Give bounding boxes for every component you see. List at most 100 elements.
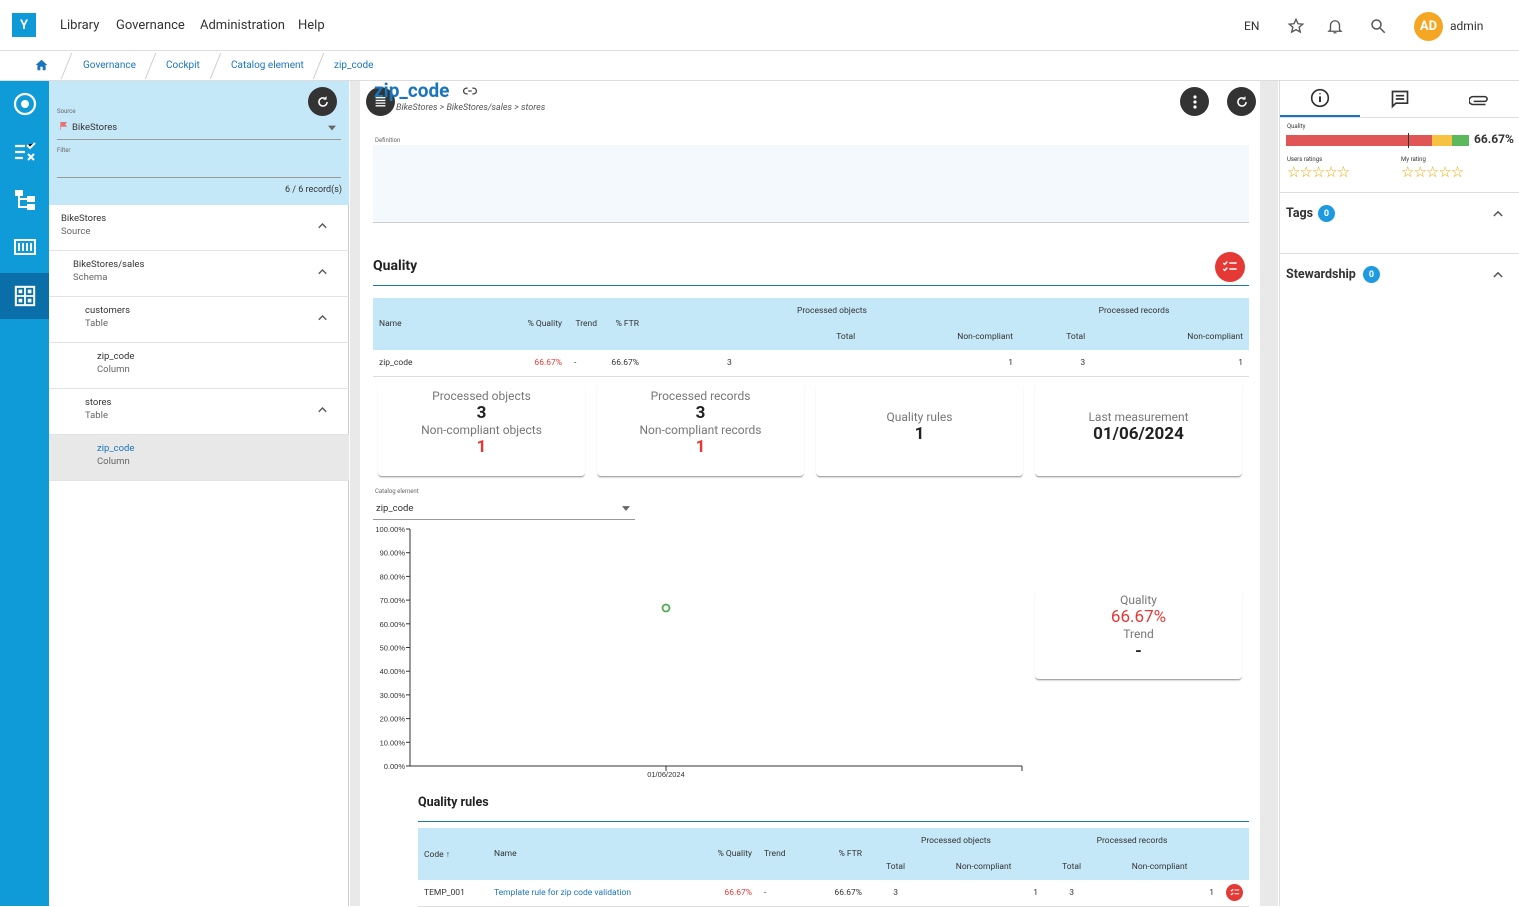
col-rec-nc[interactable]: Non-compliant (1091, 324, 1249, 350)
dropdown-arrow-icon[interactable] (328, 125, 336, 131)
cell-rule-name-link[interactable]: Template rule for zip code validation (488, 880, 668, 907)
definition-field[interactable] (373, 145, 1249, 223)
card-label: Last measurement (1088, 410, 1189, 424)
refresh-tree-button[interactable] (308, 87, 337, 116)
col-obj-total[interactable]: Total (645, 324, 862, 350)
cell-rec-nc: 1 (1099, 880, 1220, 907)
gauge-yellow-zone (1432, 135, 1452, 146)
breadcrumb-cockpit[interactable]: Cockpit (166, 60, 200, 71)
bell-icon[interactable] (1326, 17, 1344, 35)
card-value: 3 (695, 403, 706, 423)
y-tick-label: 0.00% (384, 762, 406, 771)
tree-item-customers[interactable]: customers Table (49, 297, 349, 343)
breadcrumb-catalog-element[interactable]: Catalog element (231, 60, 304, 71)
filter-input[interactable] (57, 177, 341, 178)
data-point (661, 603, 671, 613)
cell-ftr: 66.67% (603, 350, 645, 377)
table-row[interactable]: zip_code 66.67% - 66.67% 3 1 3 1 (373, 350, 1249, 377)
target-icon (13, 92, 36, 116)
refresh-icon (317, 95, 328, 107)
processed-objects-card: Processed objects 3 Non-compliant object… (378, 385, 585, 477)
chevron-up-icon[interactable] (318, 313, 327, 322)
breadcrumb-governance[interactable]: Governance (83, 60, 136, 71)
col-trend[interactable]: Trend (568, 298, 603, 350)
sort-up-icon[interactable]: ↑ (445, 849, 451, 860)
tree-item-schema[interactable]: BikeStores/sales Schema (49, 251, 349, 297)
tags-title[interactable]: Tags (1286, 206, 1314, 221)
tree-item-stores-zip-code-selected[interactable]: zip_code Column (49, 435, 349, 481)
chevron-up-icon[interactable] (318, 405, 327, 414)
y-tick-label: 100.00% (375, 525, 405, 534)
y-tick-label: 60.00% (380, 620, 406, 629)
hierarchy-icon (14, 190, 35, 210)
search-icon[interactable] (1369, 17, 1387, 35)
refresh-button[interactable] (1227, 87, 1256, 116)
home-icon[interactable] (34, 58, 49, 72)
avatar[interactable]: AD (1414, 12, 1443, 41)
tree-item-type: Source (61, 226, 91, 237)
col-name[interactable]: Name (488, 828, 668, 880)
col-rec-total[interactable]: Total (1018, 324, 1092, 350)
catalog-element-select[interactable]: zip_code (376, 503, 414, 514)
tab-info[interactable] (1280, 81, 1360, 117)
col-ftr[interactable]: % FTR (603, 298, 645, 350)
source-select[interactable]: BikeStores (72, 122, 118, 133)
quality-section-title: Quality (373, 258, 418, 274)
dropdown-arrow-icon[interactable] (622, 506, 630, 511)
chevron-up-icon[interactable] (318, 267, 327, 276)
user-name[interactable]: admin (1450, 19, 1484, 33)
quality-trend-chart: 100.00% 90.00% 80.00% 70.00% 60.00% 50.00% 40.… (375, 525, 1023, 779)
tab-comments[interactable] (1360, 81, 1440, 117)
rail-cockpit[interactable] (0, 81, 49, 127)
chevron-up-icon[interactable] (318, 221, 327, 230)
table-row[interactable]: TEMP_001 Template rule for zip code vali… (418, 880, 1249, 907)
col-pct-quality[interactable]: % Quality (483, 298, 568, 350)
app-logo[interactable]: Y (12, 13, 36, 37)
col-processed-objects: Processed objects (645, 298, 1019, 324)
menu-library[interactable]: Library (60, 18, 100, 33)
tab-attachments[interactable] (1440, 81, 1519, 117)
col-rec-total[interactable]: Total (1043, 854, 1100, 880)
col-ftr[interactable]: % FTR (798, 828, 868, 880)
tree-item-source[interactable]: BikeStores Source (49, 205, 349, 251)
language-selector[interactable]: EN (1244, 19, 1260, 33)
tree-item-customers-zip-code[interactable]: zip_code Column (49, 343, 349, 389)
more-options-button[interactable] (1180, 87, 1209, 116)
grid-icon (14, 285, 35, 307)
y-tick-label: 50.00% (380, 644, 406, 653)
chevron-up-icon[interactable] (1493, 210, 1503, 217)
col-rec-nc[interactable]: Non-compliant (1099, 854, 1220, 880)
rail-catalog[interactable] (0, 273, 49, 319)
rail-lineage[interactable] (0, 176, 49, 222)
col-code[interactable]: Code ↑ (418, 828, 488, 880)
chevron-up-icon[interactable] (1493, 271, 1503, 278)
card-value: 66.67% (1110, 607, 1167, 627)
menu-administration[interactable]: Administration (200, 18, 285, 33)
tree-panel: Source BikeStores Filter 6 / 6 record(s)… (49, 81, 349, 906)
rail-datasets[interactable] (0, 224, 49, 270)
col-trend[interactable]: Trend (758, 828, 798, 880)
col-obj-nc[interactable]: Non-compliant (861, 324, 1019, 350)
star-icon[interactable] (1287, 17, 1305, 35)
rail-rules[interactable] (0, 129, 49, 175)
checklist-icon (1222, 261, 1237, 272)
source-flag-icon (60, 121, 68, 131)
col-name[interactable]: Name (373, 298, 483, 350)
menu-governance[interactable]: Governance (116, 18, 185, 33)
rules-table: Code ↑ Name % Quality Trend % FTR Proces… (418, 828, 1249, 907)
col-obj-nc[interactable]: Non-compliant (923, 854, 1044, 880)
breadcrumb-zip-code[interactable]: zip_code (334, 60, 374, 71)
stewardship-title[interactable]: Stewardship (1286, 267, 1356, 282)
list-icon (375, 97, 386, 107)
rule-details-button[interactable] (1226, 884, 1243, 902)
y-tick-label: 20.00% (380, 715, 406, 724)
col-pct-quality[interactable]: % Quality (668, 828, 758, 880)
definition-label: Definition (375, 137, 401, 144)
quality-rules-button[interactable] (1215, 252, 1245, 282)
link-icon[interactable] (462, 84, 478, 98)
menu-help[interactable]: Help (298, 18, 325, 33)
tree-item-stores[interactable]: stores Table (49, 389, 349, 435)
col-obj-total[interactable]: Total (868, 854, 924, 880)
menu-toggle-button[interactable] (366, 87, 395, 116)
my-rating-stars[interactable]: ☆☆☆☆☆ (1401, 163, 1464, 181)
